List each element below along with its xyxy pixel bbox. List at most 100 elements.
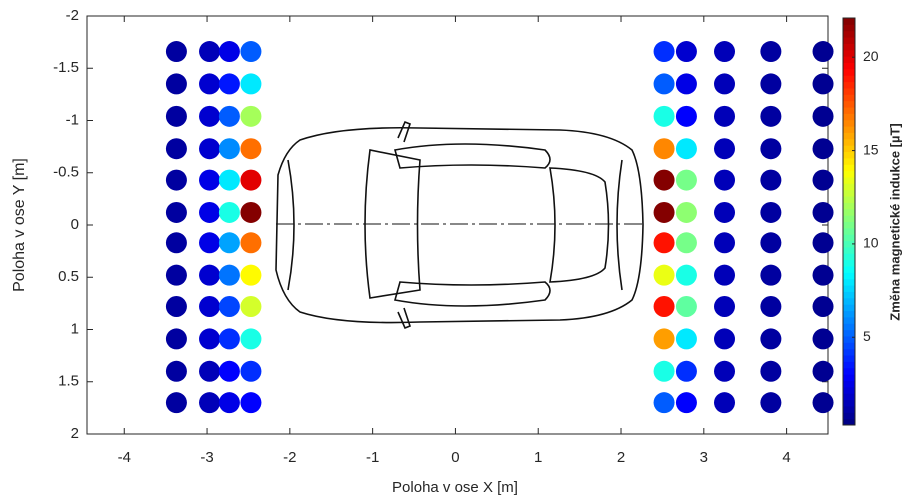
point — [219, 328, 240, 349]
point — [760, 296, 781, 317]
colorbar-segment — [843, 139, 855, 146]
point — [240, 170, 261, 191]
colorbar-segment — [843, 419, 855, 426]
point — [240, 138, 261, 159]
colorbar-segment — [843, 380, 855, 387]
colorbar-segment — [843, 330, 855, 337]
point — [676, 328, 697, 349]
colorbar-segment — [843, 222, 855, 229]
colorbar-segment — [843, 279, 855, 286]
point — [166, 170, 187, 191]
car-outline — [276, 122, 643, 328]
point — [166, 138, 187, 159]
point — [714, 296, 735, 317]
y-tick-label: -0.5 — [53, 164, 79, 181]
colorbar-segment — [843, 132, 855, 139]
point — [813, 265, 834, 286]
y-tick-label: 0.5 — [58, 268, 79, 285]
point — [240, 392, 261, 413]
point — [240, 202, 261, 223]
point — [654, 170, 675, 191]
y-tick-label: 0 — [71, 216, 79, 233]
point — [676, 106, 697, 127]
colorbar-segment — [843, 400, 855, 407]
point — [714, 361, 735, 382]
point — [654, 106, 675, 127]
point — [219, 202, 240, 223]
chart: Poloha v ose X [m] Poloha v ose Y [m] Zm… — [0, 0, 907, 501]
point — [676, 138, 697, 159]
x-tick-label: -4 — [118, 449, 131, 466]
point — [199, 106, 220, 127]
point — [166, 202, 187, 223]
point — [654, 138, 675, 159]
point — [714, 138, 735, 159]
point — [714, 73, 735, 94]
point — [654, 73, 675, 94]
point — [654, 361, 675, 382]
colorbar-segment — [843, 209, 855, 216]
point — [760, 41, 781, 62]
colorbar-segment — [843, 215, 855, 222]
point — [813, 328, 834, 349]
point — [760, 328, 781, 349]
point — [166, 361, 187, 382]
colorbar-segment — [843, 361, 855, 368]
point — [166, 265, 187, 286]
point — [714, 265, 735, 286]
point — [676, 361, 697, 382]
colorbar-segment — [843, 228, 855, 235]
colorbar-segment — [843, 355, 855, 362]
point — [760, 392, 781, 413]
colorbar-segment — [843, 31, 855, 38]
point — [199, 170, 220, 191]
point — [813, 106, 834, 127]
point — [676, 202, 697, 223]
point — [813, 170, 834, 191]
colorbar-segment — [843, 266, 855, 273]
point — [219, 106, 240, 127]
colorbar-segment — [843, 113, 855, 120]
colorbar-segment — [843, 82, 855, 89]
colorbar-label: Změna magnetické indukce [µT] — [887, 123, 902, 320]
colorbar-tick-label: 15 — [863, 141, 879, 157]
point — [219, 73, 240, 94]
y-tick-label: 2 — [71, 425, 79, 442]
colorbar-segment — [843, 393, 855, 400]
point — [714, 41, 735, 62]
colorbar-segment — [843, 291, 855, 298]
colorbar-segment — [843, 24, 855, 31]
colorbar-segment — [843, 152, 855, 159]
colorbar-segment — [843, 253, 855, 260]
colorbar-segment — [843, 120, 855, 127]
colorbar-segment — [843, 101, 855, 108]
point — [813, 361, 834, 382]
colorbar-segment — [843, 18, 855, 25]
point — [676, 296, 697, 317]
point — [654, 296, 675, 317]
point — [813, 392, 834, 413]
colorbar-segment — [843, 37, 855, 44]
point — [654, 202, 675, 223]
y-tick-label: -1 — [66, 111, 79, 128]
point — [219, 265, 240, 286]
colorbar-segment — [843, 171, 855, 178]
point — [219, 170, 240, 191]
point — [676, 73, 697, 94]
point — [199, 328, 220, 349]
point — [676, 41, 697, 62]
colorbar-segment — [843, 196, 855, 203]
point — [219, 361, 240, 382]
point — [654, 41, 675, 62]
x-tick-label: 4 — [782, 449, 790, 466]
point — [676, 170, 697, 191]
point — [219, 138, 240, 159]
point — [240, 296, 261, 317]
y-tick-label: 1.5 — [58, 373, 79, 390]
point — [714, 202, 735, 223]
x-tick-label: 2 — [617, 449, 625, 466]
colorbar-segment — [843, 349, 855, 356]
point — [760, 138, 781, 159]
point — [813, 232, 834, 253]
colorbar-segment — [843, 387, 855, 394]
